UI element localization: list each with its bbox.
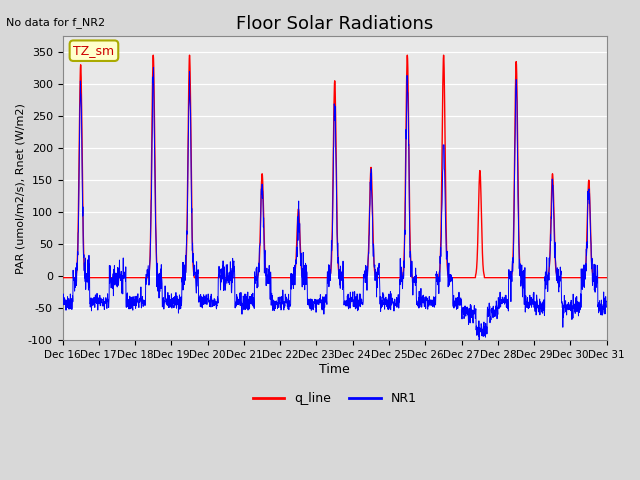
Legend: q_line, NR1: q_line, NR1 xyxy=(248,387,422,410)
Text: No data for f_NR2: No data for f_NR2 xyxy=(6,17,106,28)
Y-axis label: PAR (umol/m2/s), Rnet (W/m2): PAR (umol/m2/s), Rnet (W/m2) xyxy=(15,103,25,274)
Text: TZ_sm: TZ_sm xyxy=(74,44,115,57)
X-axis label: Time: Time xyxy=(319,363,350,376)
Title: Floor Solar Radiations: Floor Solar Radiations xyxy=(236,15,433,33)
